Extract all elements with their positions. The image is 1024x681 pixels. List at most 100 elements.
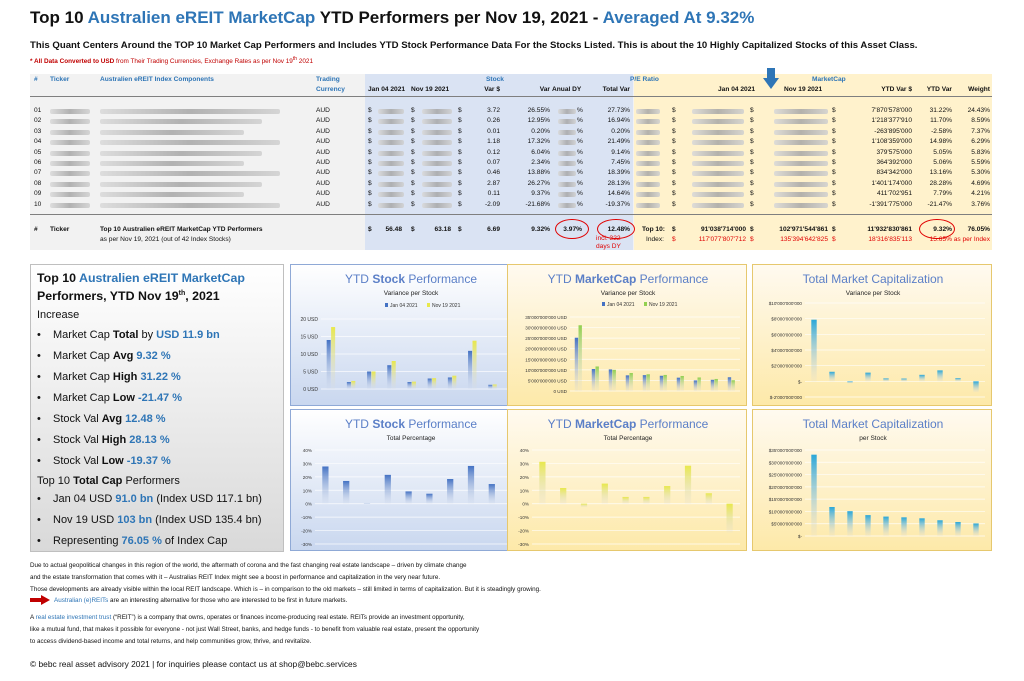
header-rule <box>30 96 992 97</box>
dollar-sign: $ <box>368 127 372 135</box>
bar <box>727 377 732 391</box>
pe-redacted <box>636 181 660 187</box>
component-redacted <box>100 202 280 208</box>
footer-line-6: like a mutual fund, that makes it possib… <box>30 626 480 633</box>
y-tick-label: -30% <box>301 542 312 547</box>
row-currency: AUD <box>316 127 330 135</box>
dollar-sign: $ <box>832 200 836 208</box>
bar <box>574 337 579 391</box>
y-tick-label: -30% <box>518 542 529 547</box>
dollar-sign: $ <box>368 190 372 198</box>
row-number: 10 <box>34 200 42 208</box>
row-weight: 5.59% <box>971 159 990 166</box>
row-var: 17.32% <box>527 138 550 146</box>
row-total: 21.49% <box>607 138 630 146</box>
bar <box>488 384 493 389</box>
panel-title: Top 10 Australien eREIT MarketCap Perfor… <box>37 271 245 304</box>
bar <box>680 375 684 391</box>
chart-subtitle: per Stock <box>859 435 887 442</box>
dollar-sign: $ <box>672 148 676 156</box>
row-ytd: 5.06% <box>933 159 952 166</box>
dollar-sign: $ <box>411 200 415 208</box>
mc-jan-redacted <box>692 171 744 177</box>
title-highlight: Australien eREIT MarketCap <box>87 8 316 27</box>
pct-sign: % <box>577 190 583 198</box>
chart-subtitle: Variance per Stock <box>384 290 439 297</box>
row-var: 6.04% <box>531 148 550 156</box>
bar <box>539 461 546 504</box>
bar <box>659 375 664 391</box>
y-tick-label: 20% <box>303 475 312 480</box>
row-var-usd: 0.12 <box>487 148 500 156</box>
bar <box>710 379 715 391</box>
mc-nov-redacted <box>774 150 828 156</box>
nov-redacted <box>422 161 452 166</box>
row-var: 0.20% <box>531 127 550 135</box>
pe-redacted <box>636 129 660 135</box>
bar <box>405 491 412 504</box>
eREIT-link[interactable]: Australian (e)REITs <box>54 597 109 604</box>
bar <box>492 384 497 389</box>
index-jan: 117'077'807'712 <box>698 236 746 243</box>
col-var-usd: Var $ <box>484 86 500 93</box>
y-tick-label: 20 USD <box>300 317 318 323</box>
row-currency: AUD <box>316 159 330 166</box>
top10-nov: 102'971'544'861 <box>779 226 828 233</box>
dollar-sign: $ <box>411 138 415 146</box>
row-number: 08 <box>34 179 42 187</box>
dollar-sign: $ <box>832 107 836 114</box>
row-ytd-usd: 411'702'951 <box>876 190 912 198</box>
bar <box>705 493 712 504</box>
mc-nov-redacted <box>774 140 828 146</box>
dollar-sign: $ <box>672 127 676 135</box>
bar <box>447 377 452 389</box>
jan-redacted <box>378 140 404 146</box>
increase-heading: Increase <box>37 309 80 321</box>
legend-label: Jan 04 2021 <box>607 302 635 308</box>
col-jan: Jan 04 2021 <box>368 86 406 93</box>
row-currency: AUD <box>316 179 330 187</box>
row-var: 13.88% <box>527 169 550 177</box>
bar <box>697 377 701 391</box>
chart-title: YTD MarketCap Performance <box>548 272 709 286</box>
dollar-sign: $ <box>458 107 462 114</box>
chart-subtitle: Variance per Stock <box>846 290 901 297</box>
bar <box>955 521 961 536</box>
dollar-sign: $ <box>750 169 754 177</box>
row-ytd: 5.05% <box>933 148 952 156</box>
row-ytd-usd: 379'575'000 <box>876 148 912 156</box>
ticker-redacted <box>50 109 90 114</box>
dollar-sign: $ <box>832 169 836 177</box>
bar <box>693 380 698 391</box>
dollar-sign: $ <box>411 107 415 114</box>
y-tick-label: $10'000'000'000 <box>769 301 803 306</box>
chart-title: YTD Stock Performance <box>345 272 477 286</box>
row-var-usd: 0.07 <box>487 159 500 166</box>
bar <box>684 465 692 504</box>
mc-jan-redacted <box>692 192 744 198</box>
sum-var: 9.32% <box>531 226 550 233</box>
mc-nov-redacted <box>774 129 828 135</box>
bar <box>407 382 412 389</box>
dollar-sign: $ <box>832 117 836 125</box>
mc-nov-redacted <box>774 171 828 177</box>
bar <box>663 374 667 391</box>
bar <box>411 381 416 389</box>
dollar-sign: $ <box>750 107 754 114</box>
sum-var-usd: 6.69 <box>487 226 500 233</box>
increase-list: Market Cap Total by USD 11.9 bnMarket Ca… <box>37 325 220 472</box>
ticker-redacted <box>50 129 90 135</box>
row-total: 18.39% <box>607 169 630 177</box>
reit-link[interactable]: real estate investment trust <box>35 614 112 621</box>
component-redacted <box>100 171 280 177</box>
chart-marketcap-variance: YTD MarketCap Performance Variance per St… <box>525 272 740 394</box>
bar <box>608 369 613 391</box>
mc-jan-redacted <box>692 181 744 187</box>
dollar-sign: $ <box>458 179 462 187</box>
dollar-sign: $ <box>750 148 754 156</box>
dollar-sign: $ <box>832 127 836 135</box>
sum-num: # <box>34 226 38 233</box>
dollar-sign: $ <box>672 159 676 166</box>
row-weight: 4.69% <box>971 179 990 187</box>
mc-jan-redacted <box>692 150 744 156</box>
